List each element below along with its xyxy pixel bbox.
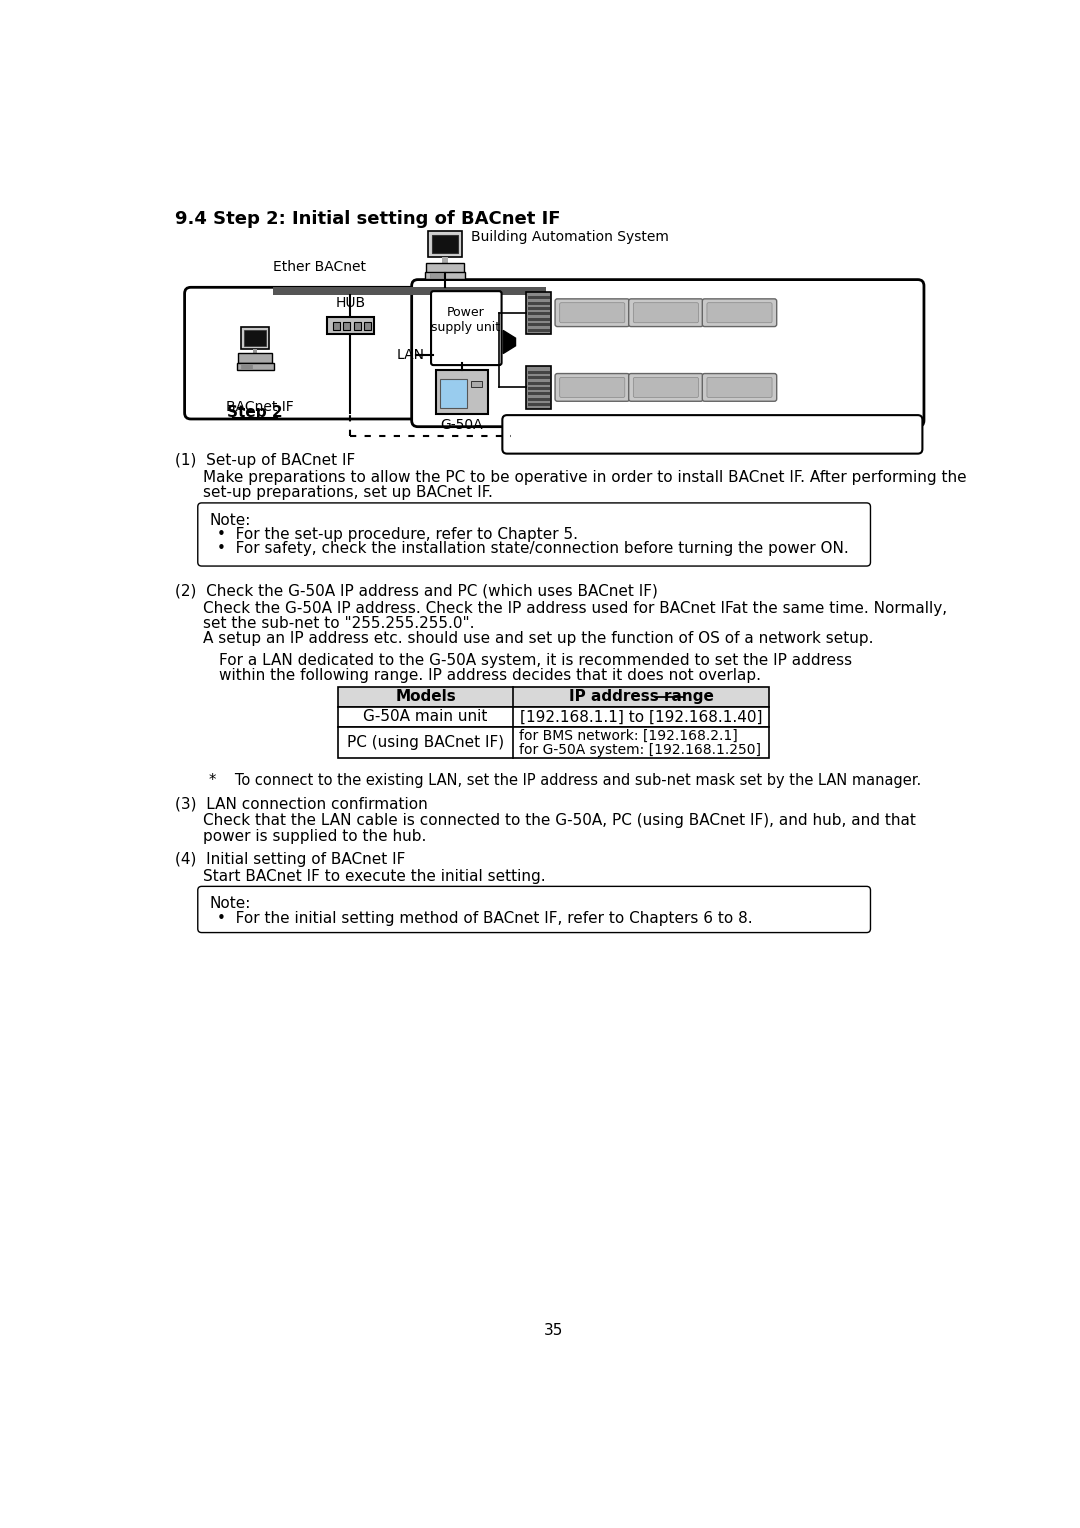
FancyBboxPatch shape [198,503,870,565]
Text: G-50A: G-50A [441,419,484,432]
Bar [338,688,769,707]
Bar [528,371,550,374]
Bar [334,322,340,330]
FancyBboxPatch shape [185,287,422,419]
Text: PC (using BACnet IF): PC (using BACnet IF) [347,735,504,750]
FancyBboxPatch shape [431,292,501,365]
FancyBboxPatch shape [555,299,630,327]
Text: LAN: LAN [396,348,424,362]
Text: (1)  Set-up of BACnet IF: (1) Set-up of BACnet IF [175,452,355,468]
FancyBboxPatch shape [198,886,870,932]
Text: Start BACnet IF to execute the initial setting.: Start BACnet IF to execute the initial s… [203,868,545,883]
Bar [432,235,458,254]
Text: IP address range: IP address range [569,689,714,704]
Text: •  For the initial setting method of BACnet IF, refer to Chapters 6 to 8.: • For the initial setting method of BACn… [217,911,753,926]
Bar [528,296,550,299]
Text: Ether BACnet: Ether BACnet [273,260,366,274]
Bar [528,403,550,406]
Bar [442,257,448,263]
Text: (4)  Initial setting of BACnet IF: (4) Initial setting of BACnet IF [175,851,406,866]
Text: 35: 35 [544,1323,563,1339]
Bar [528,322,550,325]
Bar [528,301,550,304]
Text: Note:: Note: [210,513,251,527]
Text: •  For safety, check the installation state/connection before turning the power : • For safety, check the installation sta… [217,541,849,556]
Text: *    To connect to the existing LAN, set the IP address and sub-net mask set by : * To connect to the existing LAN, set th… [210,773,921,788]
Bar [528,307,550,310]
FancyBboxPatch shape [502,416,922,454]
FancyBboxPatch shape [559,377,625,397]
Text: Check that the LAN cable is connected to the G-50A, PC (using BACnet IF), and hu: Check that the LAN cable is connected to… [203,813,916,828]
Text: Make preparations to allow the PC to be operative in order to install BACnet IF.: Make preparations to allow the PC to be … [203,469,967,484]
Text: BACnet IF: BACnet IF [227,400,294,414]
Text: Power
supply unit: Power supply unit [431,307,500,335]
Text: G-50A main unit: G-50A main unit [364,709,488,724]
FancyBboxPatch shape [707,377,772,397]
Text: [192.168.1.1] to [192.168.1.40]: [192.168.1.1] to [192.168.1.40] [519,709,762,724]
Bar [528,387,550,390]
FancyBboxPatch shape [707,303,772,322]
Bar [428,231,462,257]
Bar [343,322,350,330]
Bar [237,362,273,370]
Text: for BMS network: [192.168.2.1]: for BMS network: [192.168.2.1] [519,729,738,743]
Bar [528,329,550,332]
Bar [338,707,769,727]
Bar [253,348,257,353]
FancyBboxPatch shape [702,299,777,327]
FancyBboxPatch shape [702,373,777,402]
Bar [427,263,463,272]
Bar [338,727,769,758]
Bar [526,367,551,408]
FancyBboxPatch shape [633,303,699,322]
FancyBboxPatch shape [633,377,699,397]
Bar [528,393,550,396]
Bar [528,376,550,379]
Bar [353,322,361,330]
Polygon shape [503,330,515,353]
Bar [241,327,269,348]
Text: •  For the set-up procedure, refer to Chapter 5.: • For the set-up procedure, refer to Cha… [217,527,578,542]
FancyBboxPatch shape [411,280,924,426]
Text: Note:: Note: [210,897,251,911]
Bar [440,379,467,408]
Bar [327,316,374,333]
Bar [273,287,545,295]
Bar [364,322,370,330]
Text: Check the G-50A IP address. Check the IP address used for BACnet IFat the same t: Check the G-50A IP address. Check the IP… [203,601,947,616]
Bar [528,397,550,400]
Text: HUB: HUB [336,296,365,310]
FancyBboxPatch shape [559,303,625,322]
Text: set the sub-net to "255.255.255.0".: set the sub-net to "255.255.255.0". [203,616,475,631]
Bar [528,318,550,321]
Bar [424,272,465,278]
Text: within the following range. IP address decides that it does not overlap.: within the following range. IP address d… [218,668,760,683]
Bar [471,382,482,388]
Text: Step 2: Step 2 [227,405,283,420]
Text: set-up preparations, set up BACnet IF.: set-up preparations, set up BACnet IF. [203,486,494,500]
Text: Models: Models [395,689,456,704]
Bar [241,364,252,368]
Text: (2)  Check the G-50A IP address and PC (which uses BACnet IF): (2) Check the G-50A IP address and PC (w… [175,584,658,599]
Bar [528,382,550,385]
Text: (3)  LAN connection confirmation: (3) LAN connection confirmation [175,796,428,811]
Text: 9.4 Step 2: Initial setting of BACnet IF: 9.4 Step 2: Initial setting of BACnet IF [175,211,561,228]
Bar [430,274,444,278]
Text: Building Automation System: Building Automation System [471,231,670,244]
Bar [526,292,551,335]
FancyBboxPatch shape [629,299,703,327]
Bar [435,370,488,414]
Text: for G-50A system: [192.168.1.250]: for G-50A system: [192.168.1.250] [519,743,761,756]
Text: power is supplied to the hub.: power is supplied to the hub. [203,828,427,843]
Text: For a LAN dedicated to the G-50A system, it is recommended to set the IP address: For a LAN dedicated to the G-50A system,… [218,652,852,668]
FancyBboxPatch shape [555,373,630,402]
Bar [244,330,266,345]
Bar [238,353,272,362]
Bar [528,312,550,315]
Text: A setup an IP address etc. should use and set up the function of OS of a network: A setup an IP address etc. should use an… [203,631,874,646]
FancyBboxPatch shape [629,373,703,402]
